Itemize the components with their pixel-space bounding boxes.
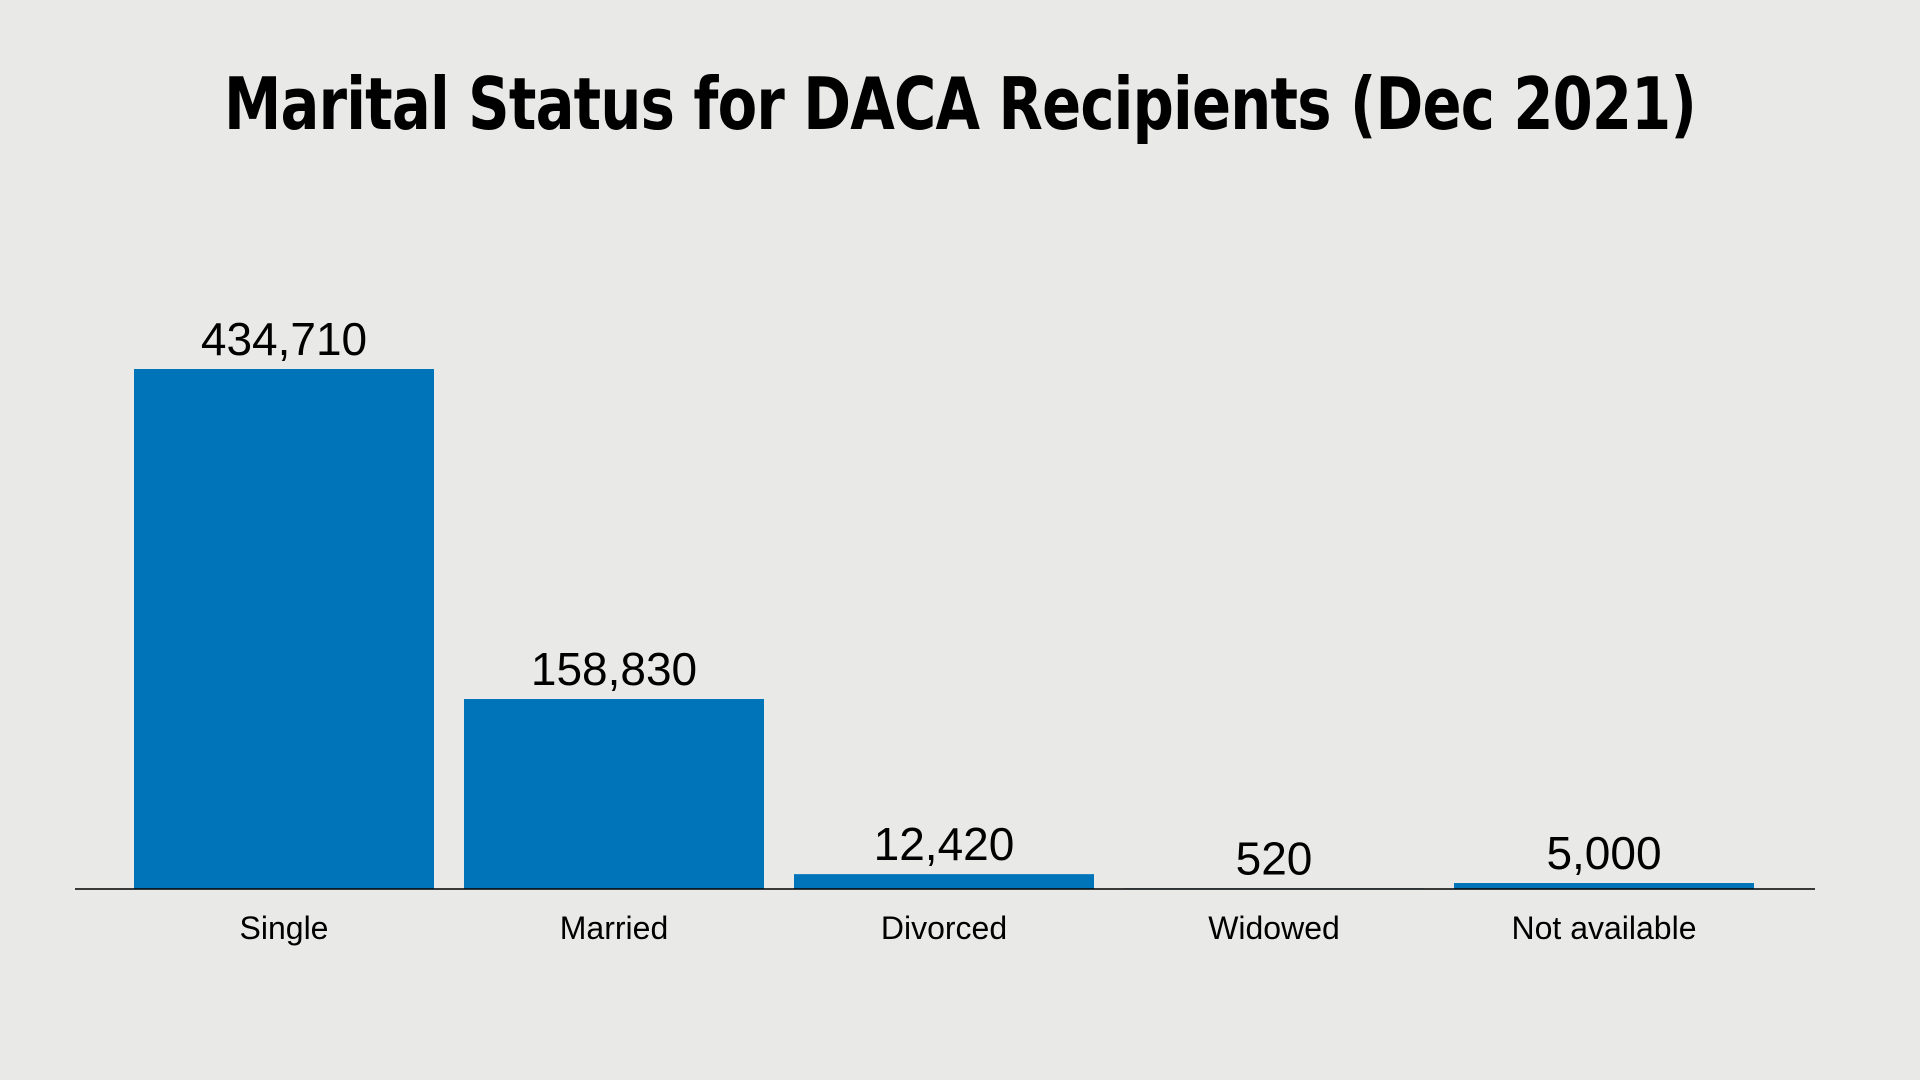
category-label-not-available: Not available <box>1512 910 1697 946</box>
value-label-widowed: 520 <box>1236 832 1313 884</box>
value-label-divorced: 12,420 <box>874 818 1015 870</box>
value-labels-group: 434,710 158,830 12,420 520 5,000 <box>201 313 1662 884</box>
category-label-married: Married <box>560 910 668 946</box>
bar-not-available <box>1454 883 1754 889</box>
category-labels-group: Single Married Divorced Widowed Not availabl… <box>240 910 1697 946</box>
bar-married <box>464 699 764 889</box>
category-label-divorced: Divorced <box>881 910 1007 946</box>
bars-group <box>134 369 1754 889</box>
value-label-married: 158,830 <box>531 643 697 695</box>
bar-divorced <box>794 874 1094 889</box>
chart-title: Marital Status for DACA Recipients (Dec … <box>224 62 1697 146</box>
value-label-single: 434,710 <box>201 313 367 365</box>
category-label-single: Single <box>240 910 329 946</box>
bar-single <box>134 369 434 889</box>
category-label-widowed: Widowed <box>1208 910 1340 946</box>
value-label-not-available: 5,000 <box>1546 827 1661 879</box>
